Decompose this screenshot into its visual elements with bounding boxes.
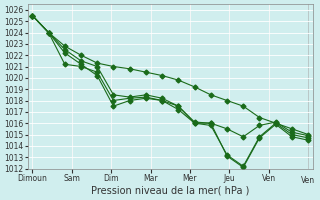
Text: Ven: Ven (301, 176, 315, 185)
X-axis label: Pression niveau de la mer( hPa ): Pression niveau de la mer( hPa ) (91, 186, 249, 196)
